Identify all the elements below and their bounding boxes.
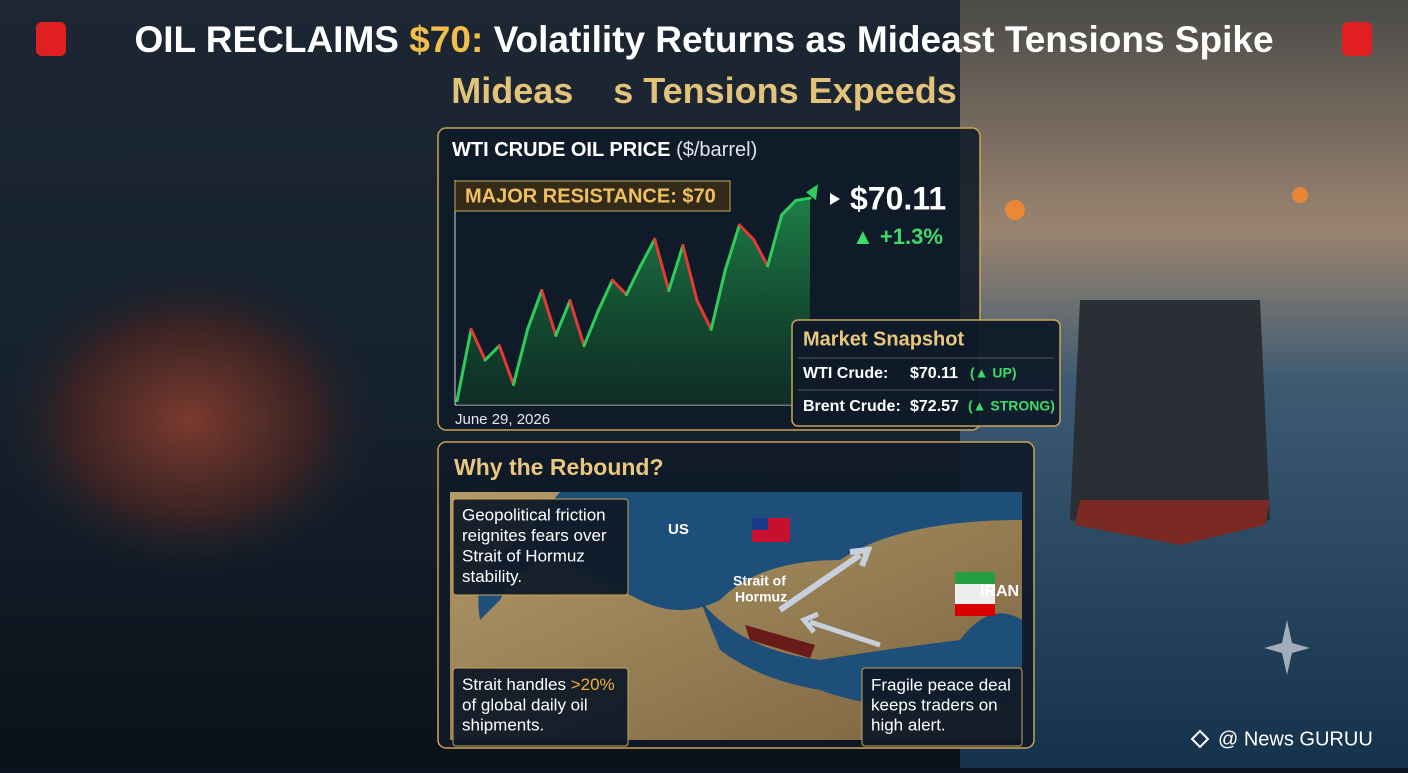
price-segment [681,243,699,303]
blurred-ship [0,260,390,580]
plot: June 29, 2026 [454,180,820,428]
price-segment [596,278,614,313]
callout-line: shipments. [462,715,544,734]
subtitle-text: s Tensions Expeeds [613,70,956,111]
snapshot-status: (▲ STRONG) [968,398,1055,414]
subtitle: Mideas s Tensions Expeeds [451,70,957,111]
price-segment [794,196,812,202]
annotation-box [454,180,731,212]
map-label: Strait of [733,573,786,589]
price-segment [780,198,798,217]
title-text: OIL RECLAIMS [134,19,399,60]
price-segment [483,344,501,362]
subtitle-text: Mideas [451,70,573,111]
tanker-icon [745,625,815,658]
snapshot-label: WTI Crude: [803,365,888,382]
snapshot-value: $72.57 [910,398,959,415]
snapshot-title: Market Snapshot [803,328,964,350]
price-change: ▲ +1.3% [852,224,943,249]
callout-line: stability. [462,567,522,586]
iran-flag [955,604,995,616]
title-text: Volatility Returns as Mideast Tensions S… [494,19,1274,60]
callout-highlight: >20% [571,675,615,694]
annotation: MAJOR RESISTANCE: $70 [465,185,716,207]
chart-unit: ($/barrel) [676,139,757,161]
callout-line: Fragile peace deal [871,675,1011,694]
callout [452,667,629,747]
price: $70.11 [850,180,946,216]
footer: @ News GURUU [1218,728,1373,750]
map-label: IRAN [980,583,1019,600]
price-segment [766,213,784,268]
us-flag [752,518,768,530]
price-segment [554,299,572,337]
callout-line: reignites fears over [462,526,607,545]
arrow [799,611,881,648]
price-segment [723,223,741,272]
price-segment [695,299,713,331]
fire [1005,200,1025,220]
callout-line: of global daily oil [462,695,588,714]
tanker [1070,300,1270,540]
callout-text: Strait handles [462,675,566,694]
price-pointer [830,193,840,205]
map-label: Hormuz [735,589,787,605]
price-segment [610,278,628,297]
price-segment [568,299,586,348]
price-segment [526,288,544,331]
callout [452,498,629,596]
snapshot-panel [791,319,1061,427]
iran-flag [955,572,995,584]
callout-line: Geopolitical friction [462,505,606,524]
map-label: US [668,521,689,538]
price-segment [752,237,770,268]
callout-text: Geopolitical friction reignites fears ove… [462,505,607,586]
price-segment [511,327,530,387]
price-segment [469,327,487,362]
footer-logo [1190,729,1210,749]
price-segment [639,237,657,268]
snapshot-status: (▲ UP) [970,365,1017,381]
snapshot-label: Brent Crude: [803,398,901,415]
siren-icon [36,22,66,56]
chart-title: WTI CRUDE OIL PRICE ($/barrel) [452,139,757,161]
title-highlight: $70: [409,19,483,60]
callout-line: Strait handles >20% [462,675,615,694]
trend-arrowhead [806,184,818,201]
price-segment [667,243,685,292]
price-segment [653,237,671,292]
price-segment [455,327,473,403]
price-segment [624,264,643,297]
x-tick-label: June 29, 2026 [455,411,550,428]
arrow [778,546,873,613]
price-segment [709,268,727,331]
siren-icon [1342,22,1372,56]
callout [861,667,1023,747]
snapshot-value: $70.11 [910,365,958,382]
price-segment [540,288,558,337]
callout-line: Strait of Hormuz [462,546,585,565]
chart-title-text: WTI CRUDE OIL PRICE [452,139,671,161]
callout-line: high alert. [871,715,946,734]
sparkle [1264,620,1310,675]
callout-line: keeps traders on [871,695,998,714]
price-segment [737,223,756,241]
title: OIL RECLAIMS $70: Volatility Returns as … [134,19,1273,60]
tanker-hull [1075,500,1270,545]
rebound-title: Why the Rebound? [454,454,664,480]
fire [1292,187,1308,203]
price-area [457,198,810,405]
price-segment [497,344,515,387]
price-segment [582,309,600,348]
